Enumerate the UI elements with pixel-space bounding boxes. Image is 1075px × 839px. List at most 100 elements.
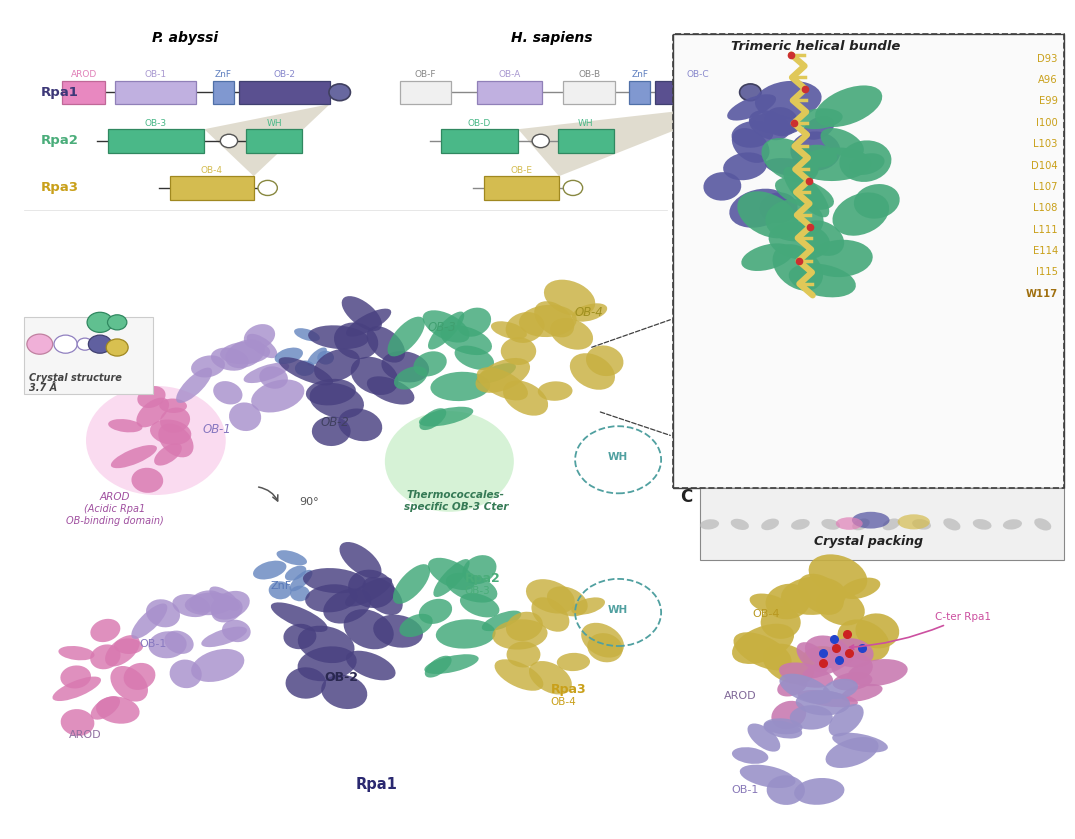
Ellipse shape	[213, 381, 243, 404]
Text: WH: WH	[578, 119, 593, 128]
Ellipse shape	[883, 519, 900, 530]
Ellipse shape	[191, 356, 225, 378]
Ellipse shape	[808, 555, 868, 597]
Ellipse shape	[191, 649, 244, 682]
Ellipse shape	[151, 420, 191, 445]
Ellipse shape	[393, 564, 430, 604]
Ellipse shape	[362, 577, 403, 615]
Text: OB-C: OB-C	[686, 70, 710, 79]
Bar	[655, 81, 741, 104]
Ellipse shape	[90, 696, 120, 720]
Ellipse shape	[856, 613, 900, 649]
Ellipse shape	[1034, 519, 1051, 530]
Ellipse shape	[582, 623, 624, 658]
Ellipse shape	[339, 409, 383, 441]
Ellipse shape	[269, 581, 291, 599]
Ellipse shape	[154, 443, 182, 466]
Text: ZnF: ZnF	[271, 581, 292, 591]
Text: OB-4: OB-4	[574, 305, 603, 319]
Ellipse shape	[189, 591, 224, 612]
Ellipse shape	[801, 221, 844, 256]
Ellipse shape	[342, 296, 382, 331]
Bar	[170, 176, 254, 200]
Text: D104: D104	[1031, 160, 1058, 170]
Circle shape	[87, 312, 113, 332]
Ellipse shape	[321, 675, 368, 709]
Ellipse shape	[790, 706, 833, 730]
Ellipse shape	[733, 633, 791, 670]
Bar	[629, 81, 650, 104]
Ellipse shape	[433, 559, 470, 597]
Ellipse shape	[164, 631, 194, 654]
Ellipse shape	[729, 189, 788, 227]
Text: Trimeric helical bundle: Trimeric helical bundle	[731, 39, 901, 53]
Text: OB-1: OB-1	[731, 785, 758, 795]
Text: 90°: 90°	[299, 497, 318, 507]
Ellipse shape	[244, 324, 275, 349]
Ellipse shape	[124, 663, 156, 690]
Text: L108: L108	[1033, 203, 1058, 213]
Ellipse shape	[185, 592, 235, 615]
Ellipse shape	[278, 357, 333, 385]
Ellipse shape	[727, 94, 776, 121]
Ellipse shape	[96, 696, 140, 724]
Ellipse shape	[158, 424, 193, 457]
Bar	[563, 81, 615, 104]
Text: (Acidic Rpa1: (Acidic Rpa1	[85, 504, 145, 514]
Ellipse shape	[534, 301, 574, 337]
Ellipse shape	[529, 661, 572, 695]
Ellipse shape	[557, 653, 590, 671]
Text: ZnF: ZnF	[215, 70, 232, 79]
Ellipse shape	[455, 346, 494, 370]
Text: Rpa1: Rpa1	[356, 777, 397, 792]
Ellipse shape	[503, 380, 548, 415]
Ellipse shape	[346, 651, 396, 680]
Bar	[24, 317, 153, 394]
Ellipse shape	[805, 635, 850, 668]
Bar	[62, 81, 105, 104]
Ellipse shape	[60, 709, 95, 736]
Text: OB-3: OB-3	[145, 119, 167, 128]
Ellipse shape	[766, 775, 805, 805]
Text: OB-4: OB-4	[752, 609, 780, 619]
Ellipse shape	[345, 577, 392, 607]
Ellipse shape	[430, 372, 490, 401]
Bar	[477, 81, 542, 104]
Ellipse shape	[832, 732, 888, 753]
Ellipse shape	[841, 577, 880, 599]
Ellipse shape	[765, 584, 811, 619]
Text: P. abyssi: P. abyssi	[152, 31, 218, 44]
Ellipse shape	[111, 445, 157, 468]
Ellipse shape	[794, 778, 845, 805]
Ellipse shape	[854, 184, 900, 219]
Text: AROD: AROD	[100, 492, 130, 502]
Ellipse shape	[425, 656, 451, 678]
Text: OB-A: OB-A	[499, 70, 520, 79]
Ellipse shape	[307, 347, 327, 366]
Ellipse shape	[419, 599, 453, 624]
Ellipse shape	[761, 606, 801, 638]
Ellipse shape	[760, 192, 798, 223]
Ellipse shape	[131, 603, 168, 638]
Text: Rpa2: Rpa2	[464, 572, 500, 586]
Ellipse shape	[586, 346, 623, 376]
Ellipse shape	[226, 340, 264, 368]
Circle shape	[563, 180, 583, 195]
Ellipse shape	[973, 519, 991, 529]
Ellipse shape	[317, 351, 334, 365]
Text: WH: WH	[608, 605, 628, 615]
Ellipse shape	[779, 663, 833, 688]
Text: Crystal packing: Crystal packing	[814, 534, 923, 548]
Ellipse shape	[60, 665, 91, 689]
Ellipse shape	[764, 107, 799, 136]
Ellipse shape	[797, 148, 872, 181]
Ellipse shape	[847, 659, 907, 686]
Text: L107: L107	[1033, 182, 1058, 192]
Text: OB-D: OB-D	[468, 119, 491, 128]
Text: E99: E99	[1038, 96, 1058, 107]
Ellipse shape	[244, 362, 289, 383]
Text: OB-B: OB-B	[578, 70, 600, 79]
Ellipse shape	[435, 619, 496, 649]
Ellipse shape	[789, 263, 856, 297]
Text: L103: L103	[1033, 139, 1058, 149]
